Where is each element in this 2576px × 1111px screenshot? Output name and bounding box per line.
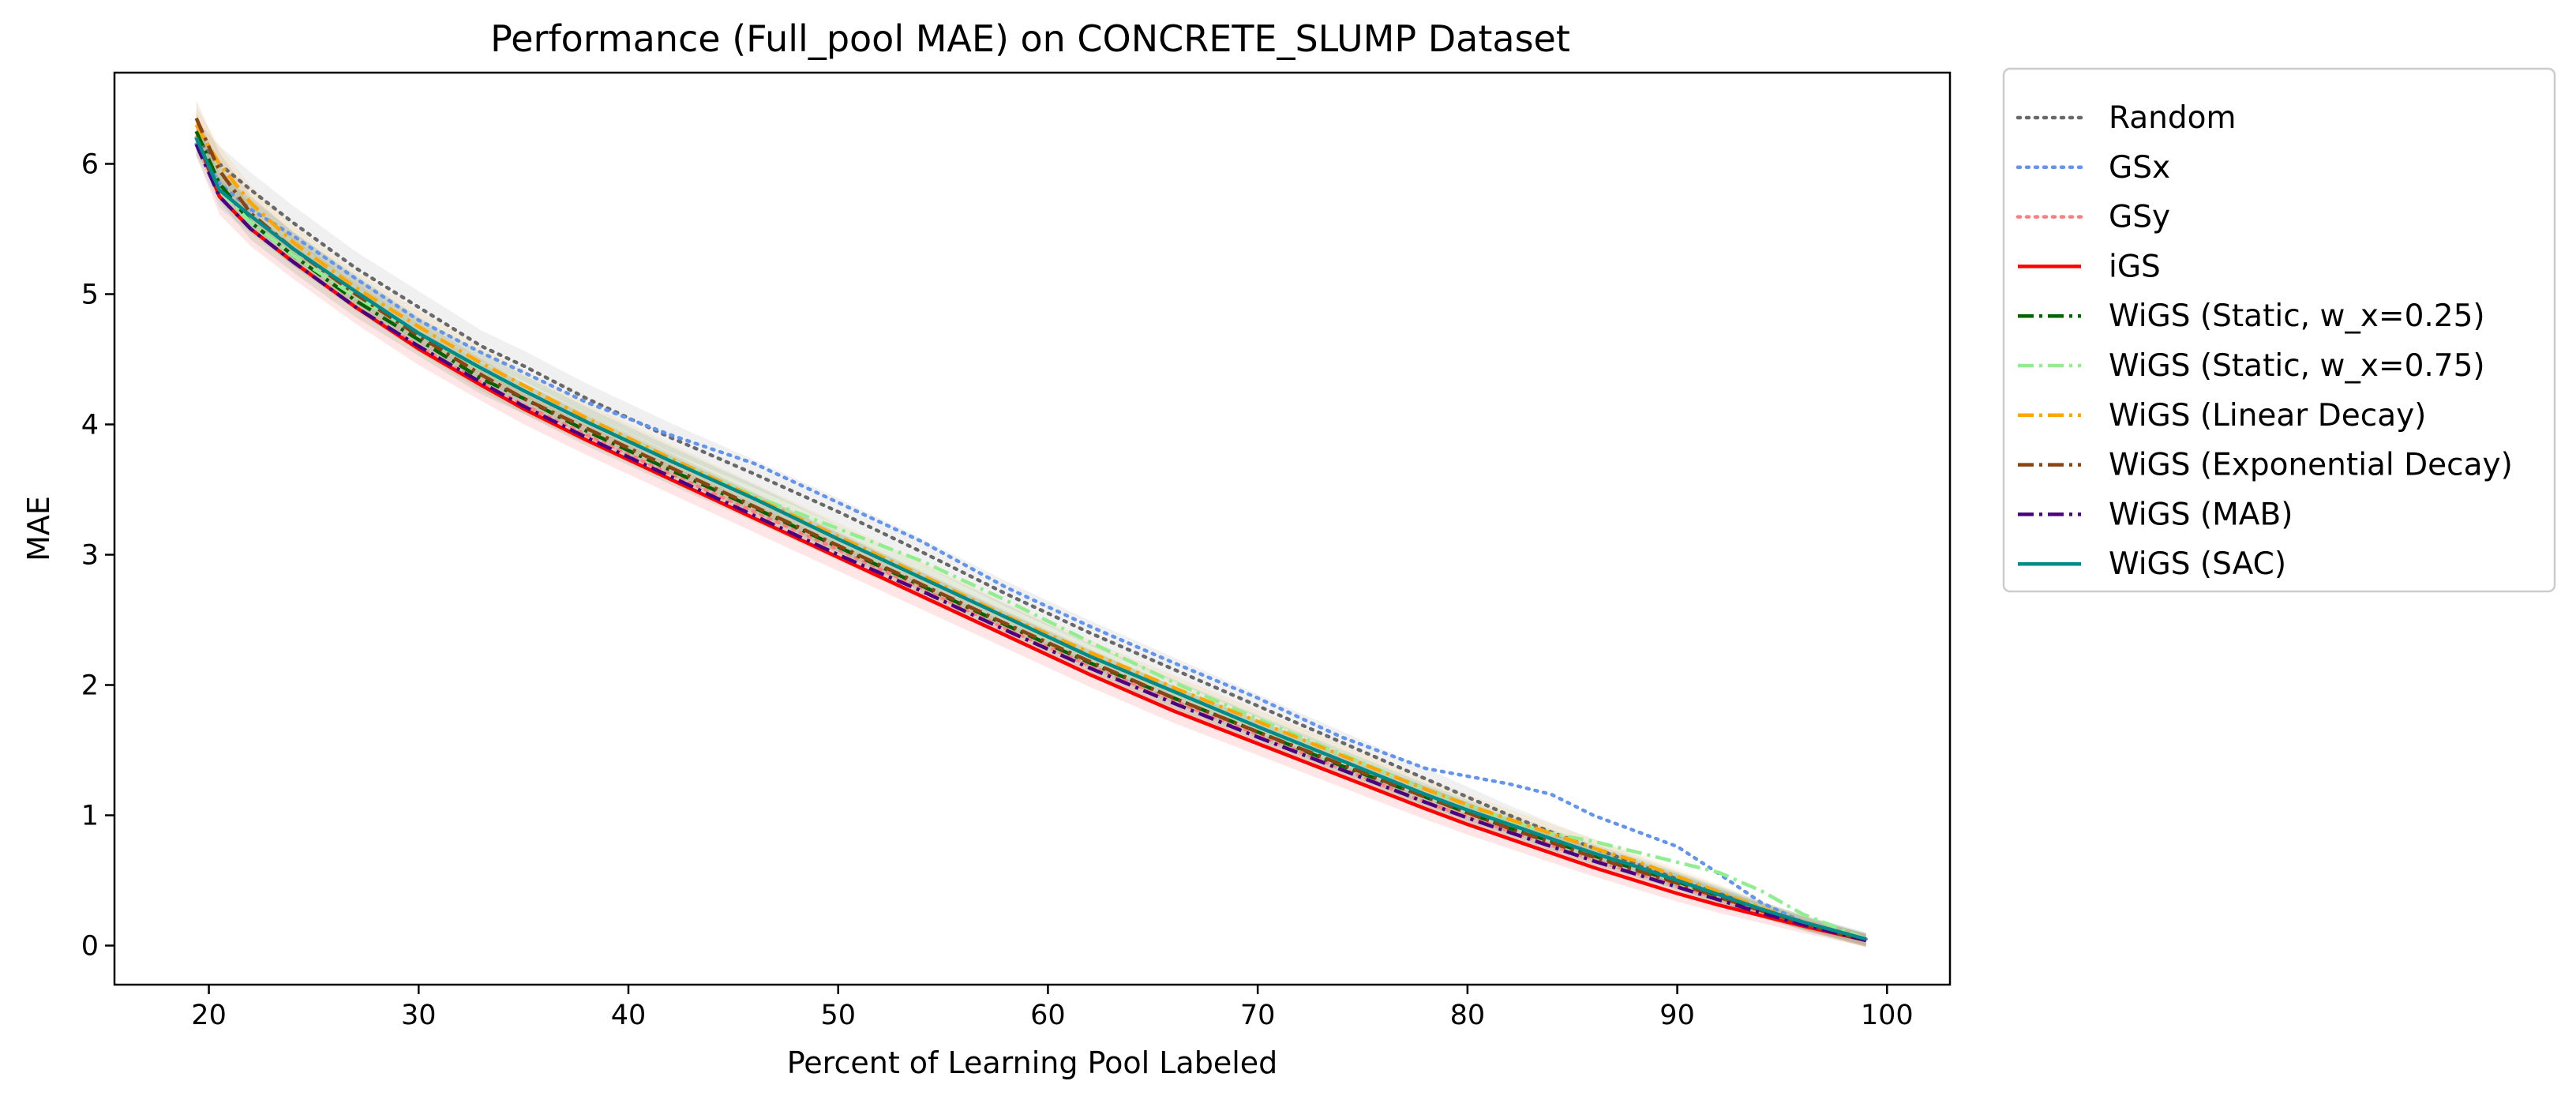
x-tick-label: 70 bbox=[1240, 1000, 1276, 1031]
y-tick-label: 4 bbox=[81, 410, 99, 441]
series-line-0 bbox=[194, 136, 1868, 941]
y-tick-label: 3 bbox=[81, 540, 99, 572]
series-line-6 bbox=[194, 123, 1867, 943]
plot-area-frame bbox=[113, 71, 1952, 986]
x-tick-label: 20 bbox=[191, 1000, 227, 1031]
x-tick-label: 60 bbox=[1030, 1000, 1066, 1031]
legend-label-6: WiGS (Linear Decay) bbox=[2109, 398, 2426, 434]
series-line-7 bbox=[194, 117, 1867, 943]
x-axis-label: Percent of Learning Pool Labeled bbox=[787, 1045, 1278, 1080]
legend-label-9: WiGS (SAC) bbox=[2109, 546, 2286, 582]
legend-label-1: GSx bbox=[2109, 150, 2170, 186]
y-tick-label: 1 bbox=[81, 801, 99, 832]
series-line-8 bbox=[194, 143, 1867, 943]
legend-label-5: WiGS (Static, w_x=0.75) bbox=[2109, 348, 2485, 384]
x-axis: 20 30 40 50 60 70 80 90 100 bbox=[191, 985, 1914, 1031]
x-tick-label: 90 bbox=[1659, 1000, 1695, 1031]
y-axis: 0 1 2 3 4 5 6 bbox=[81, 149, 114, 963]
y-tick-label: 6 bbox=[81, 149, 99, 181]
series-line-9 bbox=[194, 137, 1867, 941]
legend-label-0: Random bbox=[2109, 100, 2236, 136]
x-tick-label: 80 bbox=[1450, 1000, 1486, 1031]
y-tick-label: 0 bbox=[81, 931, 99, 963]
x-tick-label: 100 bbox=[1861, 1000, 1914, 1031]
x-tick-label: 50 bbox=[820, 1000, 856, 1031]
y-tick-label: 2 bbox=[81, 670, 99, 702]
legend-label-8: WiGS (MAB) bbox=[2109, 497, 2293, 532]
x-tick-label: 30 bbox=[401, 1000, 437, 1031]
y-axis-label: MAE bbox=[21, 496, 56, 561]
x-tick-label: 40 bbox=[611, 1000, 647, 1031]
y-tick-label: 5 bbox=[81, 280, 99, 311]
chart-title: Performance (Full_pool MAE) on CONCRETE_… bbox=[490, 17, 1570, 60]
legend-label-4: WiGS (Static, w_x=0.25) bbox=[2109, 298, 2485, 334]
legend-label-3: iGS bbox=[2109, 249, 2161, 284]
series-line-1 bbox=[194, 142, 1868, 941]
legend-label-2: GSy bbox=[2109, 200, 2170, 235]
series-lines bbox=[194, 117, 1868, 943]
legend-label-7: WiGS (Exponential Decay) bbox=[2109, 448, 2513, 483]
legend: Random GSx GSy iGS WiGS (Static, w_x=0.25) Wi… bbox=[2002, 67, 2556, 593]
legend-box bbox=[2002, 67, 2556, 593]
